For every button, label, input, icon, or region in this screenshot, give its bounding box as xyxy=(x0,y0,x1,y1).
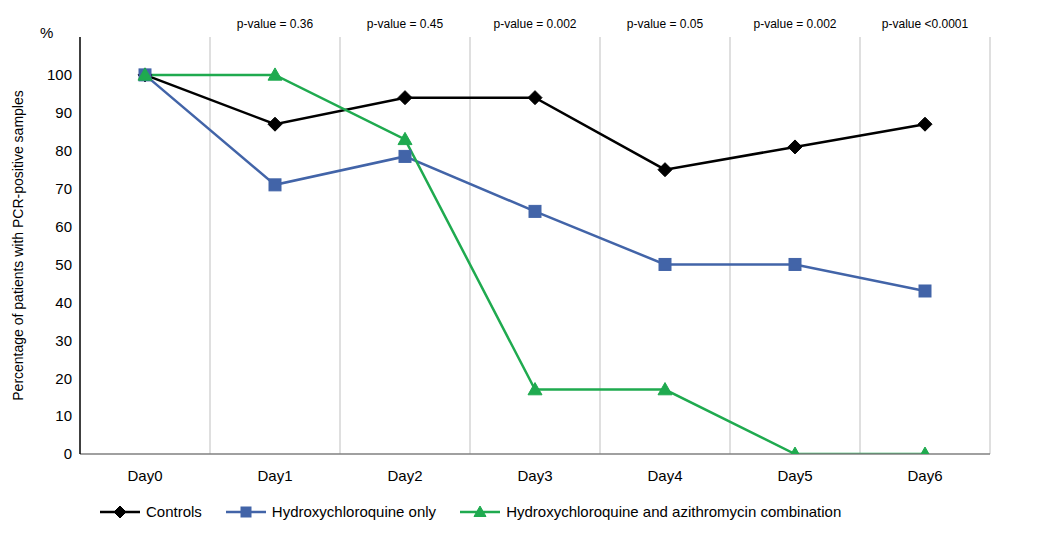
svg-text:10: 10 xyxy=(55,407,72,424)
html-text:Controls: Controls xyxy=(146,503,202,520)
svg-text:p-value = 0.05: p-value = 0.05 xyxy=(627,17,704,31)
svg-text:0: 0 xyxy=(64,445,72,462)
svg-text:p-value = 0.36: p-value = 0.36 xyxy=(237,17,314,31)
svg-text:Day4: Day4 xyxy=(647,467,682,484)
svg-text:Day0: Day0 xyxy=(127,467,162,484)
svg-text:Percentage of patients with PC: Percentage of patients with PCR-positive… xyxy=(10,90,26,400)
html-text:Hydroxychloroquine and azithro: Hydroxychloroquine and azithromycin comb… xyxy=(506,503,842,520)
svg-text:Day1: Day1 xyxy=(257,467,292,484)
svg-text:70: 70 xyxy=(55,180,72,197)
svg-text:30: 30 xyxy=(55,332,72,349)
svg-text:100: 100 xyxy=(47,66,72,83)
svg-text:p-value = 0.002: p-value = 0.002 xyxy=(753,17,836,31)
svg-text:80: 80 xyxy=(55,142,72,159)
svg-text:20: 20 xyxy=(55,370,72,387)
svg-text:90: 90 xyxy=(55,104,72,121)
html-text:Hydroxychloroquine only: Hydroxychloroquine only xyxy=(271,503,437,520)
svg-text:Day3: Day3 xyxy=(517,467,552,484)
svg-text:60: 60 xyxy=(55,218,72,235)
svg-text:40: 40 xyxy=(55,294,72,311)
svg-text:Day2: Day2 xyxy=(387,467,422,484)
svg-text:Day6: Day6 xyxy=(907,467,942,484)
svg-text:p-value <0.0001: p-value <0.0001 xyxy=(882,17,969,31)
svg-text:50: 50 xyxy=(55,256,72,273)
svg-text:Day5: Day5 xyxy=(777,467,812,484)
svg-text:p-value = 0.45: p-value = 0.45 xyxy=(367,17,444,31)
svg-text:p-value = 0.002: p-value = 0.002 xyxy=(493,17,576,31)
